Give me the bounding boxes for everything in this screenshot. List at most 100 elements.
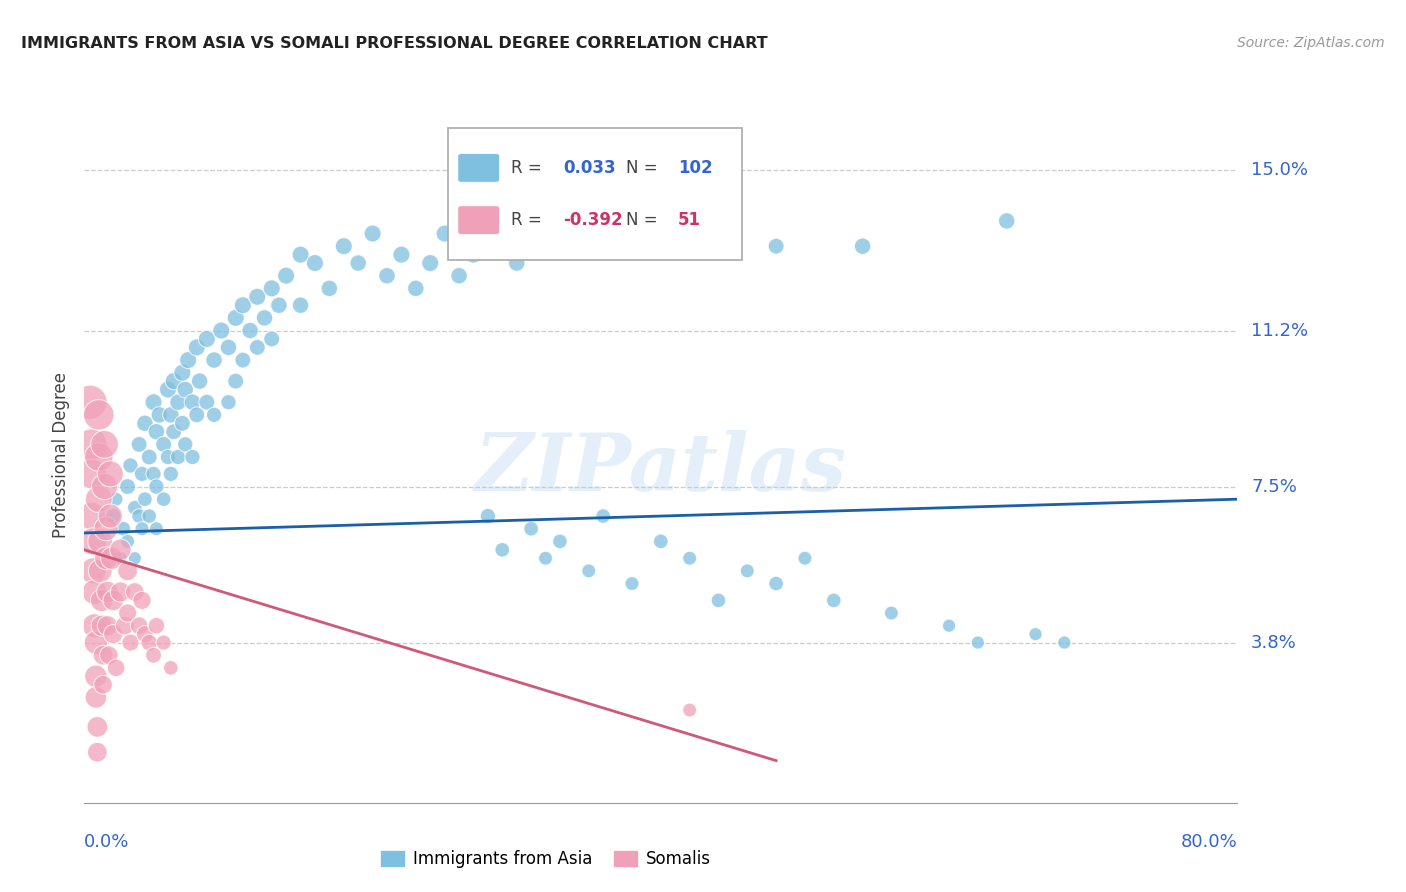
- FancyBboxPatch shape: [458, 206, 499, 235]
- Point: [163, 425, 186, 439]
- Point: [995, 214, 1018, 228]
- Point: [84, 635, 107, 649]
- Point: [737, 564, 759, 578]
- Point: [186, 408, 208, 422]
- Point: [134, 627, 156, 641]
- Point: [97, 648, 120, 663]
- Point: [239, 324, 262, 338]
- Point: [794, 551, 817, 566]
- Point: [679, 551, 702, 566]
- Text: ZIPatlas: ZIPatlas: [475, 430, 846, 508]
- Point: [142, 467, 165, 481]
- Point: [621, 576, 644, 591]
- Point: [142, 395, 165, 409]
- Point: [160, 661, 183, 675]
- Point: [145, 522, 167, 536]
- Point: [202, 408, 225, 422]
- Point: [138, 635, 160, 649]
- Point: [246, 290, 269, 304]
- Point: [174, 437, 197, 451]
- Text: N =: N =: [626, 211, 658, 228]
- Point: [375, 268, 398, 283]
- Point: [117, 564, 139, 578]
- Point: [134, 492, 156, 507]
- Point: [91, 648, 114, 663]
- Point: [765, 576, 787, 591]
- Point: [131, 522, 153, 536]
- Point: [80, 467, 103, 481]
- Point: [87, 450, 110, 464]
- Point: [209, 324, 232, 338]
- Point: [167, 450, 190, 464]
- Point: [167, 395, 190, 409]
- Point: [1053, 635, 1076, 649]
- Text: 7.5%: 7.5%: [1251, 477, 1298, 496]
- Point: [1025, 627, 1047, 641]
- Point: [124, 585, 146, 599]
- Text: -0.392: -0.392: [562, 211, 623, 228]
- Point: [880, 606, 903, 620]
- Point: [195, 332, 218, 346]
- Point: [333, 239, 356, 253]
- Point: [260, 332, 283, 346]
- Point: [290, 298, 312, 312]
- Point: [110, 542, 132, 557]
- Point: [105, 661, 128, 675]
- Point: [506, 256, 529, 270]
- Point: [145, 425, 167, 439]
- Text: R =: R =: [510, 211, 541, 228]
- Point: [103, 509, 124, 524]
- Point: [112, 522, 135, 536]
- Point: [94, 522, 117, 536]
- Point: [98, 467, 121, 481]
- Text: 11.2%: 11.2%: [1251, 321, 1309, 340]
- Point: [195, 395, 218, 409]
- Point: [134, 417, 156, 431]
- Text: 3.8%: 3.8%: [1251, 633, 1296, 651]
- Point: [548, 534, 571, 549]
- Point: [463, 247, 485, 261]
- Text: N =: N =: [626, 159, 658, 177]
- Point: [491, 542, 513, 557]
- Point: [128, 509, 150, 524]
- FancyBboxPatch shape: [458, 153, 499, 182]
- Point: [260, 281, 283, 295]
- Point: [98, 509, 121, 524]
- Point: [419, 256, 441, 270]
- Point: [163, 374, 186, 388]
- Point: [152, 635, 174, 649]
- Point: [105, 492, 128, 507]
- Text: R =: R =: [510, 159, 541, 177]
- Point: [82, 564, 104, 578]
- Text: 51: 51: [678, 211, 702, 228]
- Point: [304, 256, 326, 270]
- Point: [148, 408, 170, 422]
- Point: [87, 408, 110, 422]
- Point: [84, 690, 107, 705]
- Text: IMMIGRANTS FROM ASIA VS SOMALI PROFESSIONAL DEGREE CORRELATION CHART: IMMIGRANTS FROM ASIA VS SOMALI PROFESSIO…: [21, 36, 768, 51]
- Point: [232, 298, 254, 312]
- Text: 102: 102: [678, 159, 713, 177]
- Point: [318, 281, 340, 295]
- Point: [120, 458, 142, 473]
- Text: 15.0%: 15.0%: [1251, 161, 1308, 179]
- Point: [592, 509, 614, 524]
- Point: [128, 618, 150, 632]
- Point: [91, 678, 114, 692]
- Point: [232, 353, 254, 368]
- Text: Source: ZipAtlas.com: Source: ZipAtlas.com: [1237, 36, 1385, 50]
- Point: [114, 618, 136, 632]
- Point: [93, 479, 115, 493]
- Point: [679, 703, 702, 717]
- Text: 0.033: 0.033: [562, 159, 616, 177]
- Point: [145, 618, 167, 632]
- Point: [765, 239, 787, 253]
- Point: [160, 467, 183, 481]
- Point: [405, 281, 427, 295]
- Point: [90, 618, 112, 632]
- Point: [188, 374, 211, 388]
- Point: [94, 551, 117, 566]
- Point: [181, 450, 204, 464]
- Point: [152, 437, 174, 451]
- Text: 80.0%: 80.0%: [1181, 833, 1237, 851]
